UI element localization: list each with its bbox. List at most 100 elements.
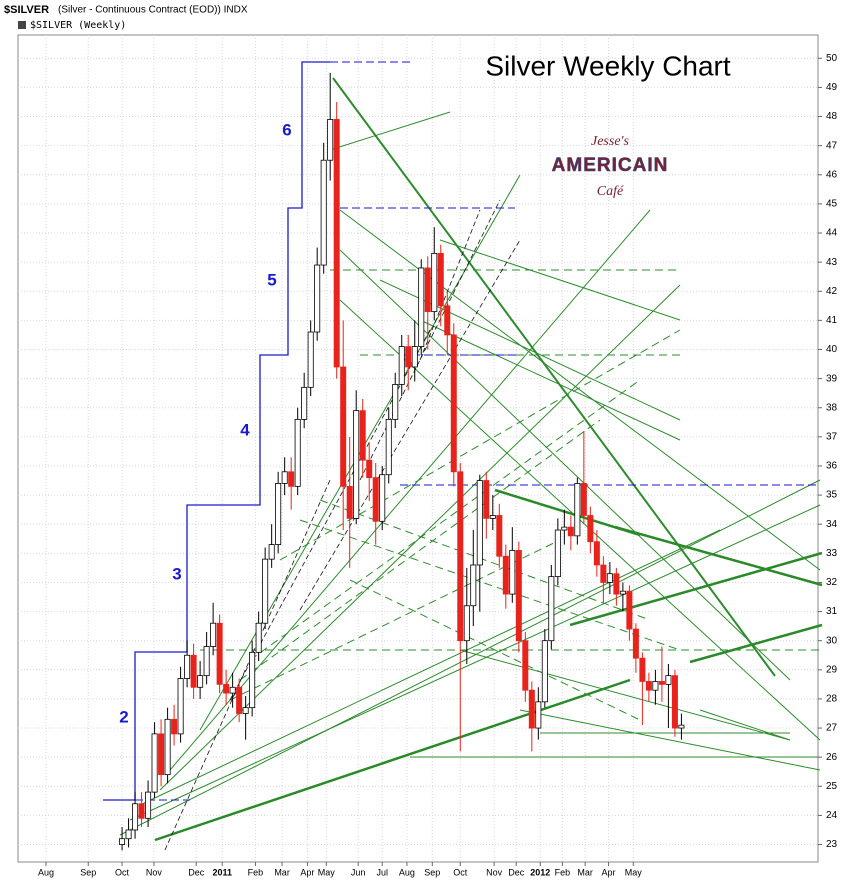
candle-body: [600, 564, 607, 583]
wave-label: 5: [267, 270, 276, 289]
candle-body: [229, 686, 236, 694]
candle-body: [567, 526, 574, 537]
candle-body: [171, 718, 178, 735]
candle-body: [606, 573, 613, 583]
candle-body: [626, 590, 633, 630]
wave-label: 4: [240, 420, 250, 439]
y-tick-label: 31: [826, 606, 838, 617]
candle-body: [619, 590, 626, 595]
logo-text: AMERICAIN: [552, 155, 669, 176]
candle-body: [184, 654, 191, 679]
candle-body: [587, 515, 594, 543]
candle-body: [678, 724, 685, 729]
wave-label: 3: [172, 564, 181, 583]
x-tick-label: 2012: [530, 867, 550, 877]
candle-body: [665, 675, 672, 685]
candle-body: [125, 829, 132, 840]
candle-body: [216, 622, 223, 685]
candle-body: [145, 791, 152, 819]
y-tick-label: 30: [826, 635, 838, 646]
candle-body: [580, 483, 587, 516]
candle-body: [385, 418, 392, 476]
y-tick-label: 36: [826, 461, 838, 472]
wave-label: 2: [119, 707, 128, 726]
candle-body: [418, 267, 425, 347]
x-tick-label: Sep: [80, 867, 96, 877]
candle-body: [450, 334, 457, 473]
candle-body: [522, 640, 529, 691]
candle-body: [262, 558, 269, 624]
candle-body: [333, 119, 340, 368]
candle-body: [405, 346, 412, 368]
y-tick-label: 48: [826, 111, 838, 122]
candle-body: [294, 418, 301, 487]
candle-body: [327, 119, 334, 161]
candle-body: [528, 689, 535, 729]
x-tick-label: Dec: [508, 867, 525, 877]
candle-body: [275, 483, 282, 545]
candle-body: [652, 681, 659, 691]
x-tick-label: 2011: [212, 867, 232, 877]
candle-body: [346, 485, 353, 519]
x-tick-label: Apr: [300, 867, 314, 877]
x-tick-label: Jun: [351, 867, 366, 877]
chart-title: Silver Weekly Chart: [485, 50, 731, 81]
candle-body: [483, 480, 490, 519]
y-tick-label: 40: [826, 344, 838, 355]
x-tick-label: Sep: [424, 867, 440, 877]
logo-text: Jesse's: [591, 134, 630, 149]
candle-body: [496, 515, 503, 557]
candle-body: [177, 678, 184, 735]
y-tick-label: 47: [826, 140, 838, 151]
x-tick-label: Oct: [115, 867, 130, 877]
candle-body: [639, 657, 646, 682]
candle-body: [301, 386, 308, 420]
plot-area: [17, 34, 819, 863]
candle-body: [671, 675, 678, 729]
y-tick-label: 37: [826, 431, 838, 442]
x-tick-label: May: [318, 867, 336, 877]
legend-icon: [18, 21, 26, 29]
candle-body: [411, 346, 418, 368]
y-tick-label: 24: [826, 810, 838, 821]
candle-body: [593, 541, 600, 566]
candle-body: [535, 701, 542, 729]
candle-body: [437, 252, 444, 307]
x-tick-label: Feb: [248, 867, 264, 877]
candle-body: [424, 267, 431, 313]
candle-body: [307, 331, 314, 388]
candle-body: [353, 410, 360, 519]
candle-body: [249, 651, 256, 709]
y-tick-label: 49: [826, 82, 838, 93]
candle-body: [119, 838, 126, 845]
x-tick-label: Aug: [38, 867, 54, 877]
y-tick-label: 32: [826, 577, 838, 588]
x-tick-label: May: [625, 867, 643, 877]
y-tick-label: 45: [826, 199, 838, 210]
y-tick-label: 25: [826, 781, 838, 792]
y-tick-label: 28: [826, 694, 838, 705]
candle-body: [632, 628, 639, 659]
y-tick-label: 33: [826, 548, 838, 559]
candle-body: [431, 252, 438, 313]
candle-body: [658, 681, 665, 685]
y-tick-label: 41: [826, 315, 838, 326]
y-tick-label: 42: [826, 286, 838, 297]
candle-body: [288, 471, 295, 487]
candle-body: [541, 640, 548, 703]
candle-body: [515, 550, 522, 642]
candle-body: [509, 550, 516, 595]
candle-body: [242, 707, 249, 714]
candle-body: [398, 346, 405, 385]
candle-body: [320, 159, 327, 266]
x-tick-label: Dec: [188, 867, 205, 877]
candle-body: [151, 733, 158, 793]
wave-label: 6: [282, 120, 291, 139]
x-tick-label: Nov: [146, 867, 163, 877]
candle-body: [197, 675, 204, 688]
x-tick-label: Feb: [555, 867, 571, 877]
candle-body: [138, 803, 145, 819]
candle-body: [268, 544, 275, 560]
legend-label: $SILVER (Weekly): [30, 20, 126, 31]
candle-body: [645, 681, 652, 691]
